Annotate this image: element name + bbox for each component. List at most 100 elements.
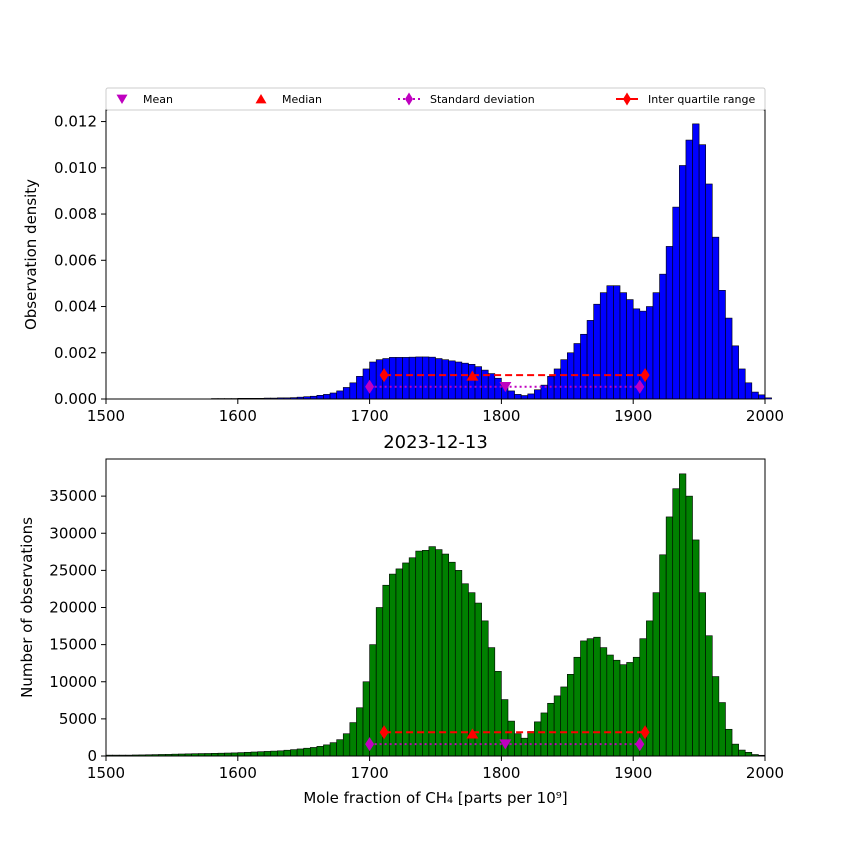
x-tick-label: 1600 bbox=[219, 764, 257, 782]
histogram-bar bbox=[679, 473, 687, 757]
histogram-bar bbox=[454, 361, 463, 400]
histogram-bar bbox=[685, 139, 693, 400]
histogram-bar bbox=[336, 390, 344, 400]
histogram-bar bbox=[593, 303, 601, 400]
histogram-bar bbox=[316, 746, 324, 757]
x-tick-label: 1700 bbox=[351, 407, 389, 425]
histogram-bar bbox=[692, 539, 700, 757]
histogram-bar bbox=[422, 356, 430, 400]
histogram-bar bbox=[626, 662, 634, 757]
iqr-marker bbox=[640, 368, 650, 383]
legend-median-marker bbox=[255, 94, 267, 104]
histogram-bar bbox=[593, 636, 601, 757]
histogram-bar bbox=[718, 290, 726, 400]
histogram-bar bbox=[652, 592, 660, 757]
histogram-bar bbox=[659, 273, 667, 400]
x-tick-label: 1500 bbox=[87, 764, 125, 782]
histogram-bar bbox=[599, 292, 608, 400]
histogram-bar bbox=[487, 647, 496, 757]
histogram-bar bbox=[283, 749, 291, 757]
x-tick-label: 1800 bbox=[482, 407, 520, 425]
median-marker bbox=[466, 728, 479, 739]
histogram-bar bbox=[342, 387, 351, 400]
y-tick-label: 0.004 bbox=[54, 298, 97, 316]
histogram-bar bbox=[553, 695, 562, 757]
histogram-bar bbox=[626, 299, 634, 400]
histogram-bar bbox=[744, 382, 753, 400]
histogram-bar bbox=[395, 357, 403, 400]
iqr-marker bbox=[379, 368, 389, 383]
histogram-bar bbox=[725, 728, 733, 757]
histogram-bar bbox=[744, 751, 753, 757]
histogram-bar bbox=[389, 573, 397, 757]
histogram-bar bbox=[474, 366, 482, 400]
histogram-bar bbox=[580, 333, 588, 400]
histogram-bar bbox=[731, 345, 739, 400]
density-panel: 1500 1600 1700 1800 1900 2000 0.000 0.002 0.004 0… bbox=[22, 109, 784, 425]
histogram-bar bbox=[619, 664, 627, 757]
histogram-bar bbox=[309, 747, 318, 757]
histogram-bar bbox=[250, 751, 258, 757]
x-tick-label: 2000 bbox=[746, 407, 784, 425]
median-marker bbox=[466, 370, 479, 381]
histogram-bar bbox=[237, 752, 245, 757]
histogram-bar bbox=[764, 397, 772, 400]
histogram-bar bbox=[547, 702, 555, 757]
x-tick-label: 1900 bbox=[614, 407, 652, 425]
histogram-bar bbox=[606, 654, 614, 757]
histogram-bars bbox=[211, 123, 772, 400]
histogram-bar bbox=[494, 377, 502, 400]
histogram-bar bbox=[356, 376, 364, 400]
y-tick-label: 0.002 bbox=[54, 344, 97, 362]
histogram-bar bbox=[540, 712, 548, 757]
histogram-bar bbox=[329, 742, 337, 757]
histogram-bar bbox=[441, 359, 449, 400]
histogram-bar bbox=[323, 394, 331, 400]
legend-label: Standard deviation bbox=[430, 93, 535, 106]
histogram-bar bbox=[534, 721, 542, 757]
y-tick-label: 5000 bbox=[59, 710, 97, 728]
histogram-bar bbox=[415, 550, 423, 757]
histogram-bar bbox=[534, 389, 542, 400]
histogram-bar bbox=[395, 568, 403, 757]
histogram-bar bbox=[369, 361, 377, 400]
histogram-bar bbox=[296, 748, 304, 757]
histogram-bar bbox=[738, 749, 746, 757]
y-tick-label: 25000 bbox=[49, 561, 97, 579]
chart-title: 2023-12-13 bbox=[383, 432, 488, 453]
histogram-bar bbox=[428, 356, 436, 400]
histogram-bar bbox=[659, 554, 667, 757]
mean-marker bbox=[499, 739, 512, 750]
legend: Mean Median Standard deviation Inter quarti… bbox=[105, 87, 766, 111]
histogram-bar bbox=[336, 739, 344, 757]
histogram-bar bbox=[698, 144, 706, 400]
histogram-bar bbox=[672, 206, 680, 400]
x-axis-label: Mole fraction of CH₄ [parts per 10⁹] bbox=[303, 789, 567, 807]
histogram-bar bbox=[599, 647, 608, 757]
histogram-bar bbox=[257, 751, 265, 757]
histogram-bar bbox=[665, 246, 674, 400]
histogram-bar bbox=[389, 357, 397, 400]
histogram-bar bbox=[448, 561, 456, 757]
std-dev-marker bbox=[635, 737, 645, 752]
histogram-bar bbox=[356, 707, 364, 757]
y-tick-label: 30000 bbox=[49, 524, 97, 542]
histogram-bar bbox=[672, 488, 680, 757]
histogram-bar bbox=[263, 751, 272, 757]
histogram-bar bbox=[646, 306, 654, 400]
histogram-bar bbox=[573, 656, 581, 757]
x-tick-label: 1600 bbox=[219, 407, 257, 425]
histogram-bar bbox=[665, 516, 674, 757]
histogram-bar bbox=[290, 749, 298, 757]
x-tick-label: 1800 bbox=[482, 764, 520, 782]
histogram-bar bbox=[573, 343, 581, 400]
histogram-bar bbox=[408, 557, 417, 757]
histogram-bar bbox=[323, 744, 331, 757]
std-dev-marker bbox=[365, 379, 375, 394]
y-tick-label: 20000 bbox=[49, 599, 97, 617]
y-tick-label: 0 bbox=[87, 747, 97, 765]
histogram-bar bbox=[698, 592, 706, 757]
histogram-bar bbox=[705, 635, 713, 757]
histogram-bar bbox=[586, 638, 594, 757]
